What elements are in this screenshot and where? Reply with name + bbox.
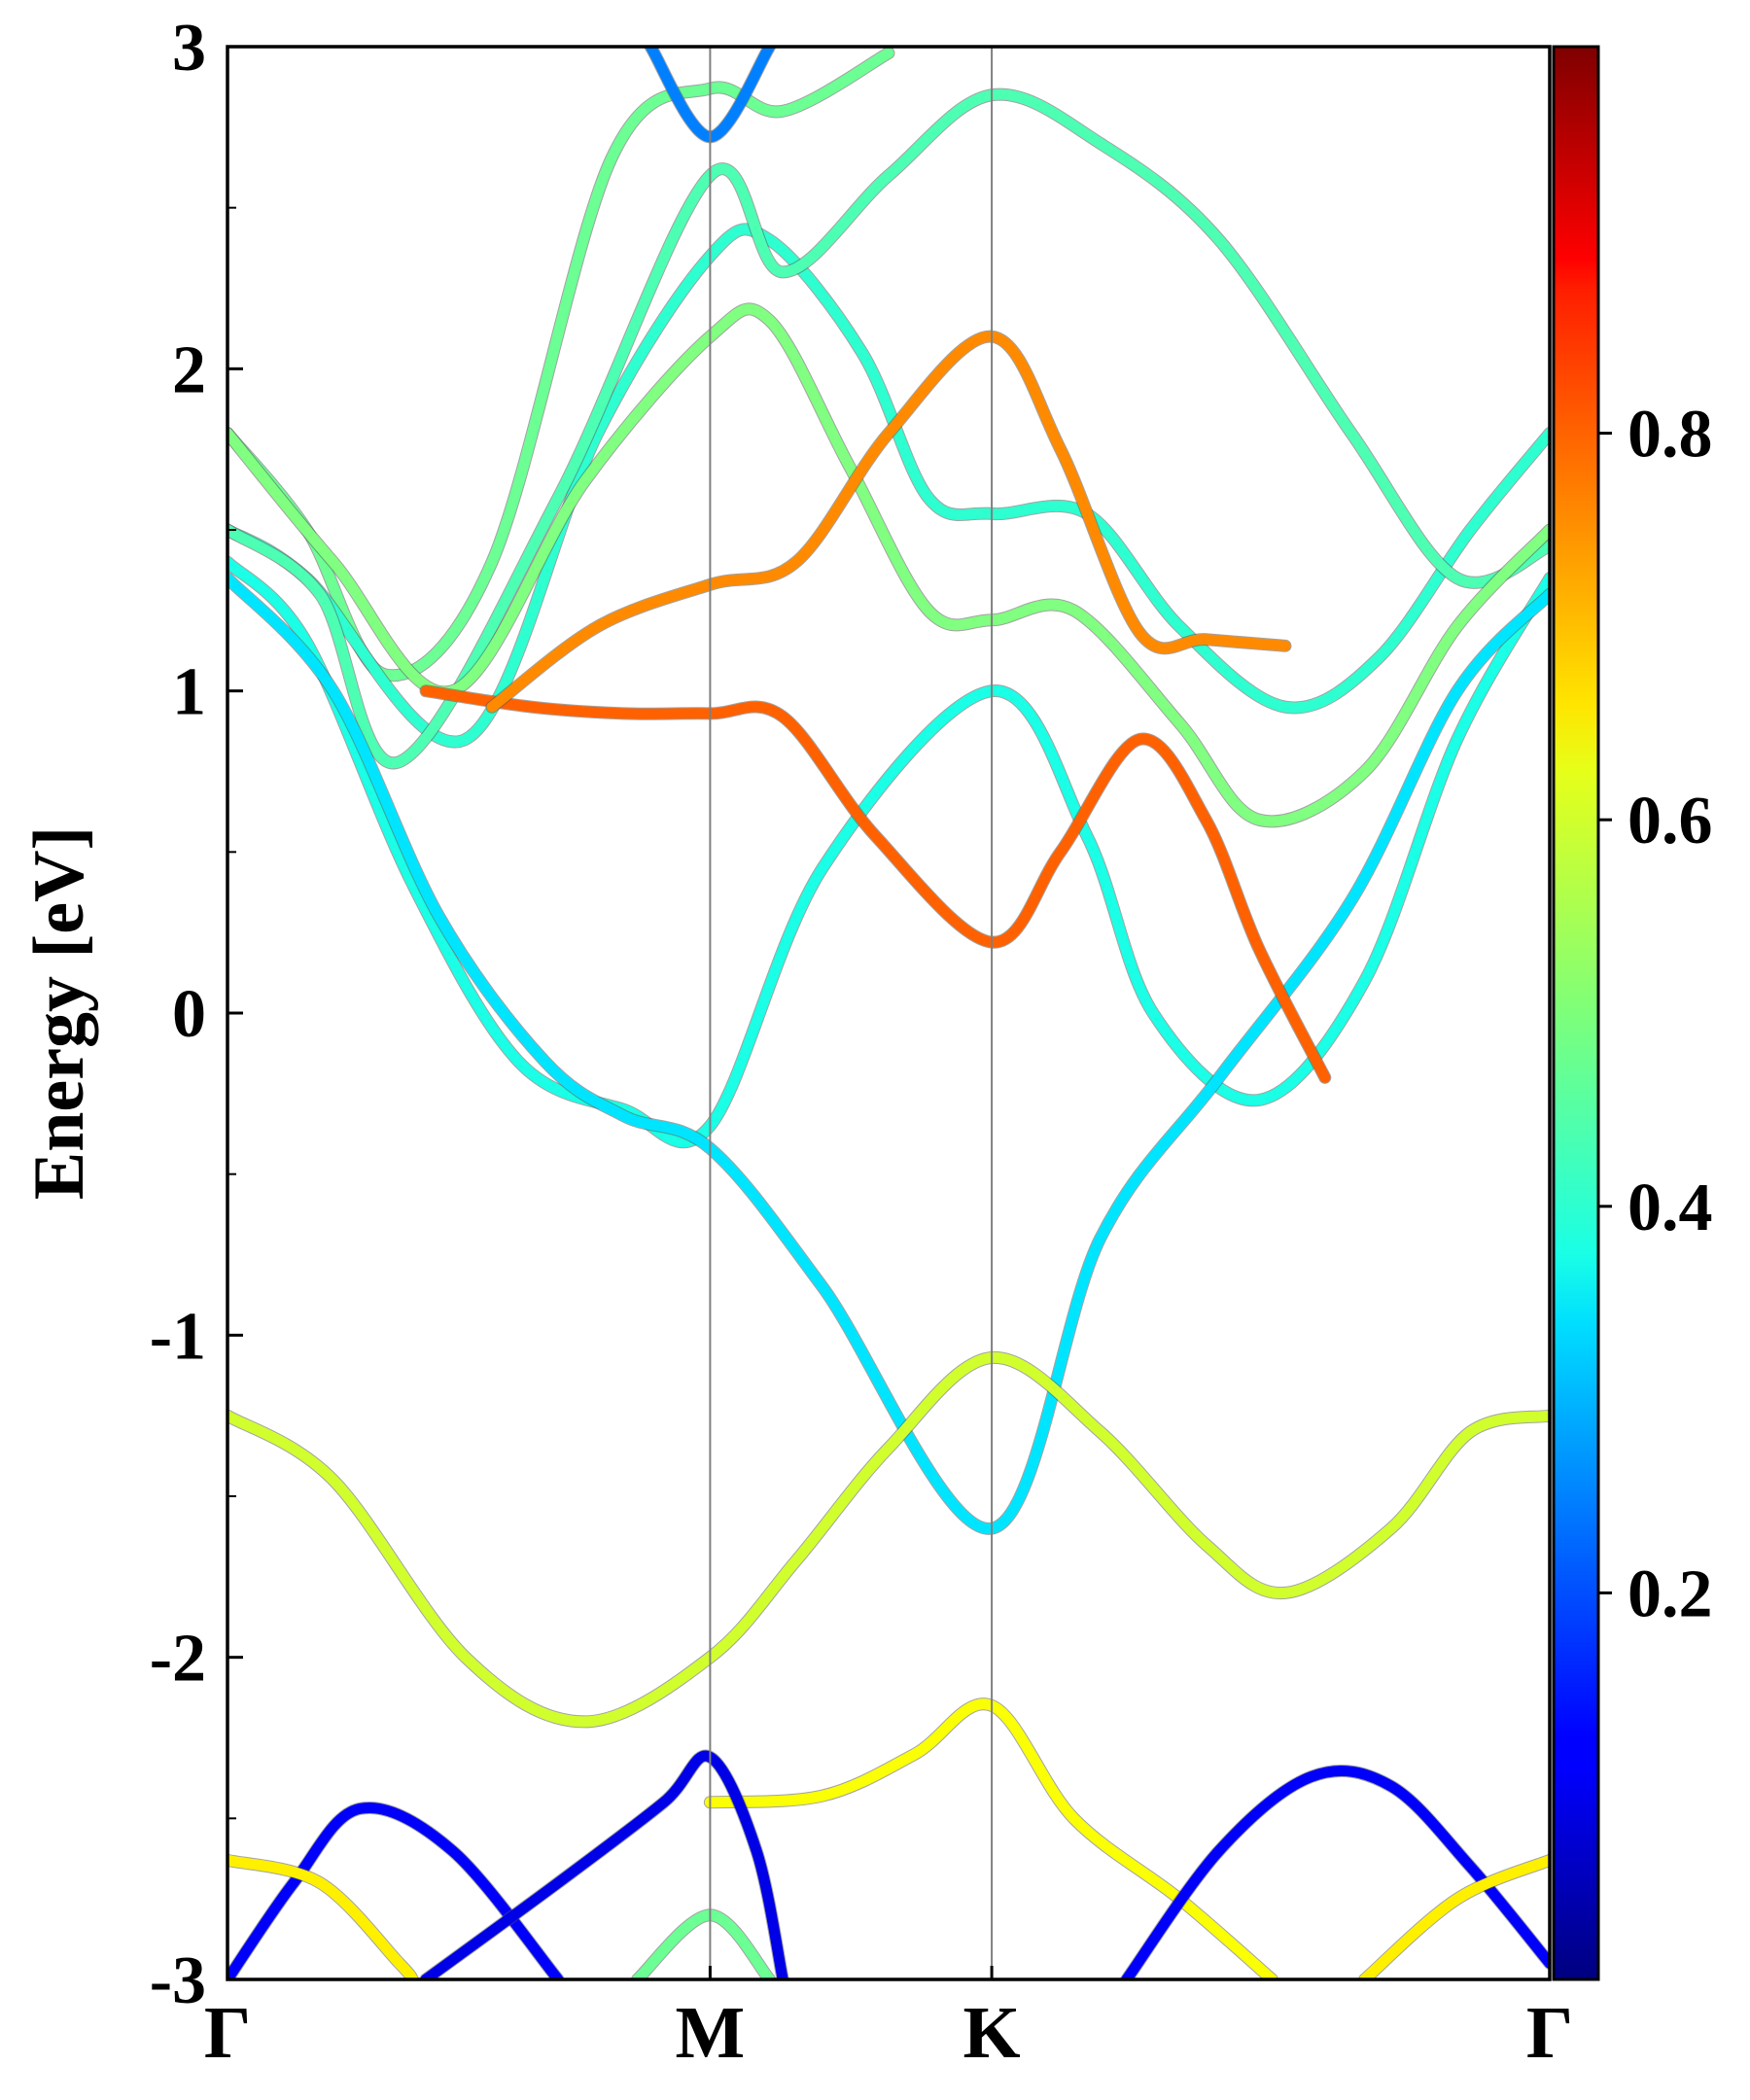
band-low-blue-2 [420, 1750, 788, 1979]
band-cb-upper-4 [228, 303, 1550, 827]
x-tick-label: M [676, 1992, 746, 2074]
band-vb-upper-b-outline [228, 572, 1550, 1535]
band-low-blue-1 [228, 1802, 564, 1979]
band-mid-green [228, 1351, 1550, 1728]
band-low-green-4 [632, 1909, 776, 1979]
bands-layer [228, 47, 1550, 1979]
colorbar-tick-label: 0.2 [1628, 1557, 1713, 1631]
band-vb-upper-b [228, 573, 1550, 1534]
band-orange-rise [486, 331, 1291, 713]
band-orange-flat-outline [419, 684, 1332, 1084]
band-low-yellow-2 [228, 1854, 418, 1979]
y-tick-label: 3 [172, 11, 206, 86]
x-tick-label: Γ [204, 1992, 251, 2074]
y-tick-label: 2 [172, 332, 206, 407]
y-tick-label: 1 [172, 655, 206, 730]
y-axis-title: Energy [eV] [19, 826, 99, 1200]
band-cb-upper-3 [228, 88, 1550, 769]
x-tick-label: Γ [1526, 1992, 1573, 2074]
x-tick-label: K [963, 1992, 1021, 2074]
colorbar-tick-label: 0.4 [1628, 1171, 1713, 1245]
colorbar-tick-label: 0.6 [1628, 784, 1713, 858]
band-low-yellow-3 [1359, 1854, 1550, 1979]
high-symmetry-lines [709, 47, 994, 1979]
y-axis: 3 2 1 0 -1 -2 -3 [150, 11, 243, 2018]
colorbar [1552, 45, 1600, 1981]
colorbar-ticks: 0.2 0.4 0.6 0.8 [1598, 398, 1713, 1631]
y-tick-label: -2 [150, 1622, 206, 1697]
y-tick-label: -3 [150, 1943, 206, 2018]
colorbar-tick-label: 0.8 [1628, 398, 1713, 472]
band-cb-upper-1 [228, 48, 894, 682]
y-tick-label: 0 [172, 977, 206, 1052]
band-vb-upper-a [228, 556, 1550, 1148]
band-low-blue-3-outline [1120, 1765, 1550, 1979]
band-orange-flat [420, 685, 1331, 1083]
band-low-blue-3 [1121, 1766, 1550, 1979]
y-tick-label: -1 [150, 1299, 206, 1374]
band-cb-upper-2 [228, 224, 1550, 748]
